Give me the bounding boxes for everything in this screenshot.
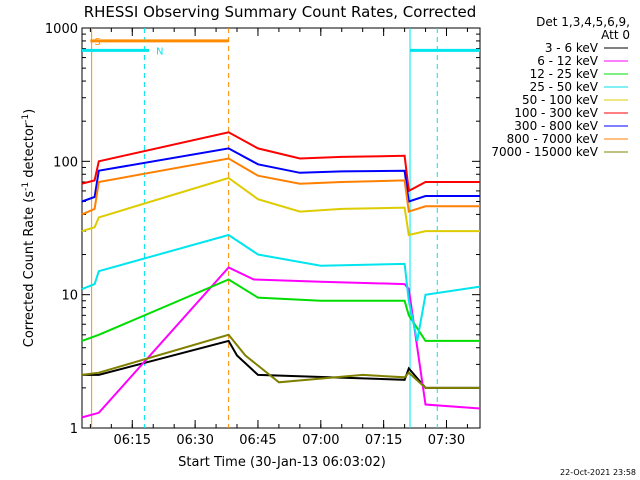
x-tick-label: 07:00 [302,433,339,448]
series-line [81,333,480,389]
legend-entry-label: 3 - 6 keV [545,41,599,55]
plot-area [81,27,481,429]
y-axis-label-mid: detector [22,122,37,182]
y-tick-label: 1000 [45,22,78,37]
y-tick-label: 100 [53,155,78,170]
chart-title: RHESSI Observing Summary Count Rates, Co… [84,3,477,21]
y-tick-label: 1 [70,422,78,437]
x-tick-label: 06:30 [176,433,213,448]
legend-entry-label: 300 - 800 keV [514,119,598,133]
y-axis-label-main: Corrected Count Rate (s [22,191,37,348]
y-tick-label: 10 [61,289,78,304]
series-line [81,278,480,342]
legend-entry-label: 800 - 7000 keV [507,132,599,146]
series-line [81,266,481,419]
y-axis-ticks: 1 10 100 1000 [45,22,480,437]
x-tick-label: 07:30 [428,433,465,448]
plot-frame [81,27,481,429]
x-tick-label: 07:15 [365,433,402,448]
x-axis-label: Start Time (30-Jan-13 06:03:02) [178,455,386,470]
status-bar-label: S [94,37,100,48]
status-bar-label: N [156,46,163,57]
legend-entry-label: 25 - 50 keV [530,80,599,94]
x-tick-label: 06:45 [239,433,276,448]
y-axis-label-sup2: -1 [21,114,31,123]
status-bars: SN [82,37,480,57]
legend-entry-label: 100 - 300 keV [514,106,598,120]
y-axis-label-sup1: -1 [21,182,31,191]
legend-header-line-1: Det 1,3,4,5,6,9, [536,15,630,29]
y-axis-label-end: ) [22,109,37,114]
legend-entry-label: 6 - 12 keV [537,54,599,68]
x-tick-label: 06:15 [114,433,151,448]
series-line [81,147,480,203]
x-axis-ticks: 06:15 06:30 06:45 07:00 07:15 07:30 [89,28,468,448]
legend-entry-label: 7000 - 15000 keV [491,145,598,159]
series-line [81,176,480,237]
legend-entry-label: 12 - 25 keV [530,67,599,81]
y-axis-label: Corrected Count Rate (s-1 detector-1) [21,109,37,347]
legend-header-line-2: Att 0 [601,28,630,42]
series-line [81,233,481,342]
series-lines [81,131,481,419]
series-line [81,157,480,216]
generation-timestamp: 22-Oct-2021 23:58 [560,468,636,477]
legend-entry-label: 50 - 100 keV [522,93,599,107]
series-line [81,131,480,193]
